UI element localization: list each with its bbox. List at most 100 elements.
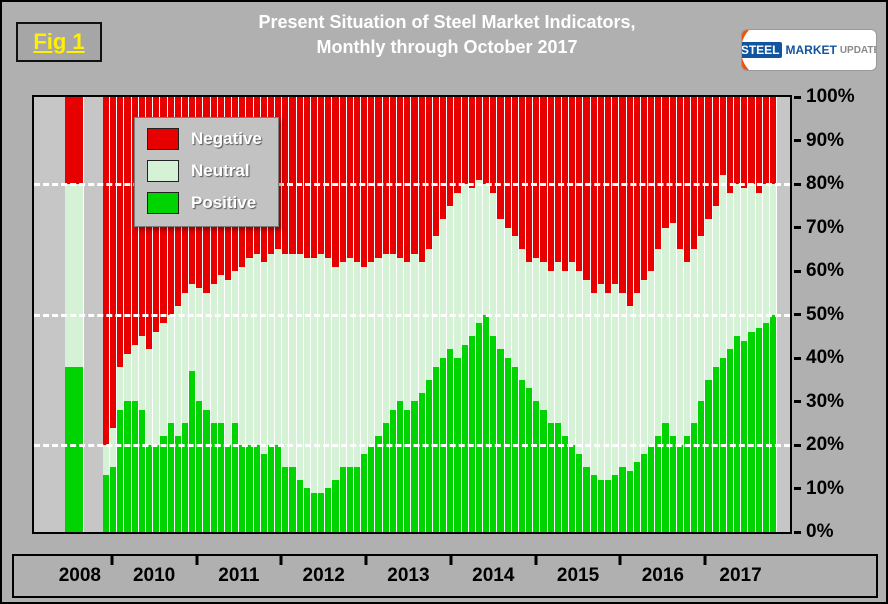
segment-positive [691, 423, 698, 532]
segment-positive [382, 423, 389, 532]
segment-negative [454, 97, 461, 193]
x-axis-tick [279, 556, 283, 565]
segment-positive [397, 401, 404, 532]
segment-negative [726, 97, 734, 193]
segment-positive [418, 392, 425, 532]
y-axis-label: 90% [806, 129, 845, 151]
figure-label-box: Fig 1 [16, 22, 102, 62]
segment-neutral [540, 262, 547, 411]
segment-negative [604, 97, 612, 293]
segment-neutral [325, 257, 332, 489]
segment-neutral [504, 227, 511, 358]
segment-neutral [662, 227, 669, 424]
legend-row-positive: Positive [147, 192, 262, 214]
segment-negative [612, 97, 619, 285]
logo-text-steel: STEEL [742, 42, 783, 58]
segment-negative [389, 97, 396, 254]
segment-neutral [196, 288, 203, 402]
segment-neutral [64, 184, 84, 367]
x-year-label-2015: 2015 [556, 565, 600, 586]
segment-negative [633, 97, 640, 293]
segment-neutral [511, 236, 518, 367]
segment-positive [138, 410, 145, 532]
segment-positive [712, 366, 719, 532]
segment-positive [626, 471, 633, 532]
segment-positive [497, 349, 504, 532]
segment-neutral [561, 271, 569, 437]
segment-neutral [167, 314, 174, 424]
segment-neutral [576, 271, 583, 454]
segment-negative [382, 97, 389, 254]
segment-negative [332, 97, 339, 267]
segment-positive [404, 410, 411, 532]
segment-neutral [224, 279, 232, 445]
segment-negative [540, 97, 547, 263]
y-axis-tick [794, 182, 801, 186]
segment-positive [210, 423, 217, 532]
segment-positive [648, 445, 655, 532]
segment-neutral [705, 218, 712, 380]
segment-positive [145, 444, 153, 532]
segment-negative [397, 97, 404, 258]
chart-title-line2: Monthly through October 2017 [316, 37, 578, 58]
segment-negative [554, 97, 561, 263]
segment-negative [719, 97, 726, 176]
segment-negative [490, 97, 497, 193]
segment-positive [583, 466, 590, 532]
segment-negative [468, 97, 475, 189]
segment-negative [619, 97, 626, 293]
segment-negative [411, 97, 418, 254]
legend-row-negative: Negative [147, 128, 262, 150]
segment-neutral [633, 292, 640, 463]
x-axis-tick [364, 556, 368, 565]
segment-neutral [626, 305, 633, 472]
segment-neutral [361, 266, 368, 454]
y-axis: 0% 10% 20% 30% 40% 50% 60% 70% 80% 90% 100% [792, 87, 886, 542]
segment-positive [289, 466, 296, 532]
segment-negative [102, 97, 110, 445]
segment-neutral [232, 271, 239, 424]
segment-neutral [712, 205, 719, 367]
y-axis-label: 0% [806, 521, 834, 542]
segment-neutral [389, 253, 396, 411]
legend-label-positive: Positive [191, 193, 257, 212]
bar-2008 [64, 97, 85, 532]
segment-positive [669, 436, 676, 532]
segment-positive [203, 410, 210, 532]
segment-neutral [131, 344, 138, 402]
segment-neutral [160, 323, 167, 437]
legend-row-neutral: Neutral [147, 160, 262, 182]
segment-neutral [375, 257, 382, 437]
segment-neutral [461, 184, 468, 345]
x-axis-tick [534, 556, 538, 565]
segment-positive [217, 423, 224, 532]
legend: Negative Neutral Positive [134, 117, 279, 227]
chart-title: Present Situation of Steel Market Indica… [132, 10, 762, 60]
segment-negative [590, 97, 597, 293]
segment-positive [762, 323, 769, 532]
segment-neutral [210, 284, 217, 424]
segment-neutral [468, 188, 475, 337]
segment-positive [174, 436, 181, 532]
segment-neutral [719, 175, 726, 358]
segment-positive [468, 336, 475, 532]
segment-neutral [310, 257, 318, 493]
segment-negative [691, 97, 698, 250]
segment-neutral [619, 292, 626, 467]
segment-neutral [353, 262, 361, 467]
segment-neutral [604, 292, 612, 480]
gridline-80 [34, 183, 790, 186]
segment-negative [497, 97, 504, 219]
segment-neutral [669, 223, 676, 437]
segment-neutral [332, 266, 339, 480]
segment-positive [325, 488, 332, 532]
y-axis-tick [794, 139, 801, 142]
segment-positive [253, 444, 260, 532]
segment-positive [561, 436, 569, 532]
segment-negative [361, 97, 368, 267]
segment-neutral [275, 249, 282, 445]
segment-positive [640, 453, 648, 532]
gridline-20 [34, 444, 790, 447]
segment-positive [590, 475, 597, 532]
